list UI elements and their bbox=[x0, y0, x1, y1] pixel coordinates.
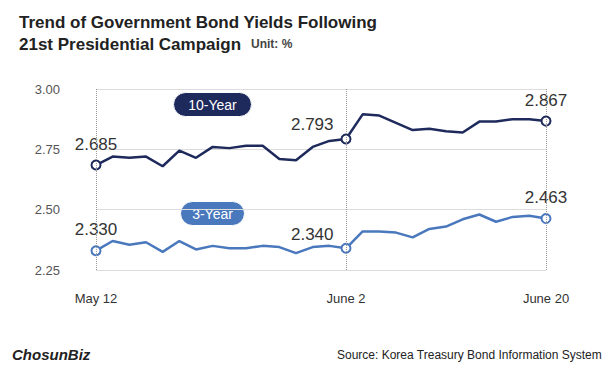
svg-text:2.25: 2.25 bbox=[35, 263, 60, 278]
svg-text:21st Presidential Campaign: 21st Presidential Campaign bbox=[19, 35, 241, 54]
svg-text:May 12: May 12 bbox=[75, 291, 118, 306]
svg-text:3.00: 3.00 bbox=[35, 82, 60, 97]
svg-text:Source: Korea Treasury Bond In: Source: Korea Treasury Bond Information … bbox=[337, 348, 602, 362]
svg-text:June 2: June 2 bbox=[326, 291, 365, 306]
svg-text:2.793: 2.793 bbox=[291, 115, 334, 134]
svg-text:2.75: 2.75 bbox=[35, 142, 60, 157]
svg-text:2.340: 2.340 bbox=[291, 225, 334, 244]
svg-text:10-Year: 10-Year bbox=[188, 97, 237, 113]
svg-text:2.463: 2.463 bbox=[524, 188, 568, 208]
svg-text:June 20: June 20 bbox=[523, 291, 569, 306]
svg-text:3-Year: 3-Year bbox=[192, 206, 233, 222]
svg-text:Unit: %: Unit: % bbox=[251, 37, 293, 51]
svg-text:2.330: 2.330 bbox=[74, 220, 118, 240]
svg-text:2.867: 2.867 bbox=[524, 90, 568, 110]
svg-text:Trend of Government Bond Yield: Trend of Government Bond Yields Followin… bbox=[19, 13, 377, 32]
svg-text:ChosunBiz: ChosunBiz bbox=[12, 346, 91, 363]
svg-text:2.685: 2.685 bbox=[74, 134, 118, 154]
svg-text:2.50: 2.50 bbox=[35, 202, 60, 217]
